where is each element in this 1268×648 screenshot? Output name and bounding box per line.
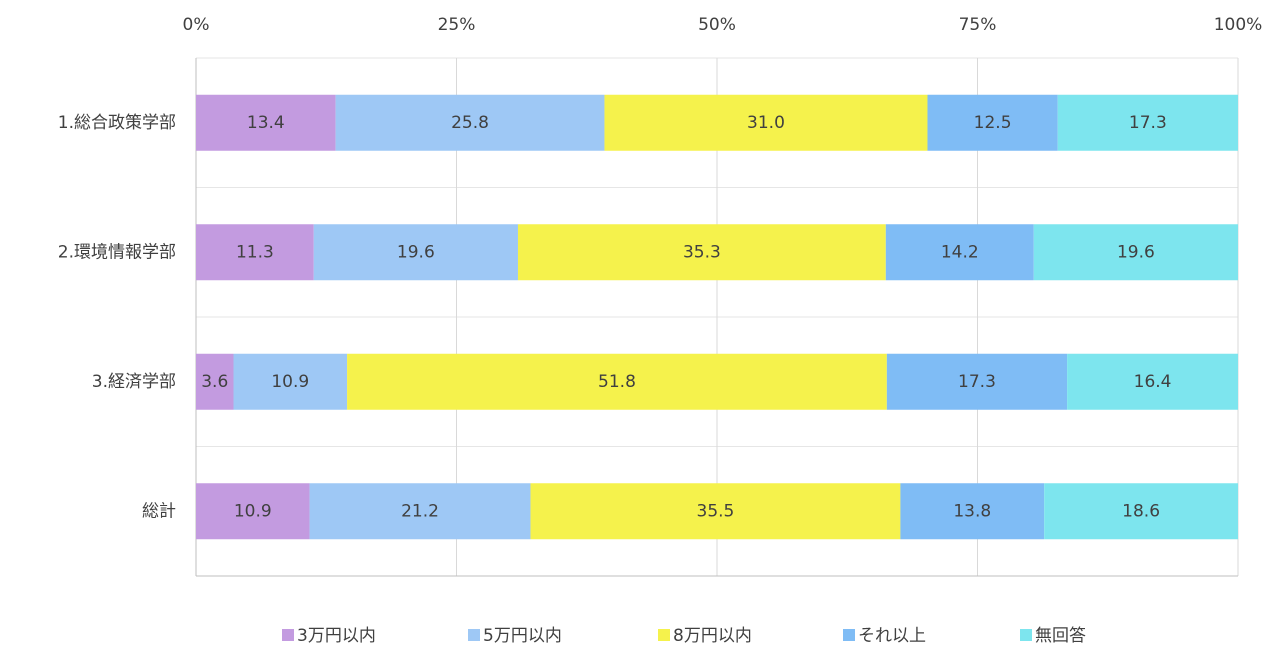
data-label: 14.2 bbox=[941, 242, 979, 262]
bar-segment bbox=[517, 224, 886, 281]
legend-label: それ以上 bbox=[858, 626, 926, 646]
bar-segment bbox=[196, 94, 336, 151]
data-label: 17.3 bbox=[1129, 113, 1167, 133]
bar-segment bbox=[335, 94, 605, 151]
bar-segment bbox=[900, 483, 1045, 540]
bar-segment bbox=[196, 353, 234, 410]
x-tick-label: 75% bbox=[959, 15, 997, 35]
y-tick-label: 2.環境情報学部 bbox=[58, 242, 176, 262]
bar-segment bbox=[196, 483, 310, 540]
bar-segment bbox=[1057, 94, 1238, 151]
data-label: 11.3 bbox=[236, 242, 274, 262]
bar-segment bbox=[1067, 353, 1238, 410]
legend-label: 5万円以内 bbox=[483, 626, 562, 646]
x-tick-label: 100% bbox=[1214, 15, 1263, 35]
bar-segment bbox=[233, 353, 348, 410]
x-tick-label: 25% bbox=[438, 15, 476, 35]
legend-swatch bbox=[1020, 629, 1032, 641]
legend-label: 無回答 bbox=[1035, 626, 1086, 646]
data-label: 25.8 bbox=[451, 113, 489, 133]
bar-segment bbox=[1033, 224, 1238, 281]
bar-segment bbox=[530, 483, 901, 540]
bar-segment bbox=[886, 353, 1068, 410]
data-label: 13.4 bbox=[247, 113, 285, 133]
legend-label: 8万円以内 bbox=[673, 626, 752, 646]
data-label: 35.3 bbox=[683, 242, 721, 262]
data-label: 51.8 bbox=[598, 372, 636, 392]
data-label: 31.0 bbox=[747, 113, 785, 133]
data-label: 35.5 bbox=[697, 501, 735, 521]
bar-segment bbox=[1044, 483, 1238, 540]
legend-label: 3万円以内 bbox=[297, 626, 376, 646]
legend-swatch bbox=[658, 629, 670, 641]
y-tick-label: 1.総合政策学部 bbox=[58, 113, 176, 133]
data-label: 13.8 bbox=[953, 501, 991, 521]
bar-segment bbox=[196, 224, 314, 281]
legend-swatch bbox=[468, 629, 480, 641]
bar-segment bbox=[313, 224, 518, 281]
data-label: 18.6 bbox=[1122, 501, 1160, 521]
data-label: 10.9 bbox=[234, 501, 272, 521]
bar-segment bbox=[347, 353, 887, 410]
data-label: 12.5 bbox=[974, 113, 1012, 133]
data-label: 19.6 bbox=[1117, 242, 1155, 262]
bar-segment bbox=[927, 94, 1058, 151]
legend-swatch bbox=[282, 629, 294, 641]
data-label: 19.6 bbox=[397, 242, 435, 262]
data-label: 10.9 bbox=[271, 372, 309, 392]
data-label: 21.2 bbox=[401, 501, 439, 521]
x-tick-label: 50% bbox=[698, 15, 736, 35]
bar-segment bbox=[604, 94, 928, 151]
x-tick-label: 0% bbox=[183, 15, 210, 35]
data-label: 16.4 bbox=[1134, 372, 1172, 392]
bar-segment bbox=[885, 224, 1034, 281]
data-label: 3.6 bbox=[201, 372, 228, 392]
y-tick-label: 3.経済学部 bbox=[92, 372, 176, 392]
bar-segment bbox=[309, 483, 531, 540]
y-tick-label: 総計 bbox=[142, 501, 176, 521]
data-label: 17.3 bbox=[958, 372, 996, 392]
legend-swatch bbox=[843, 629, 855, 641]
